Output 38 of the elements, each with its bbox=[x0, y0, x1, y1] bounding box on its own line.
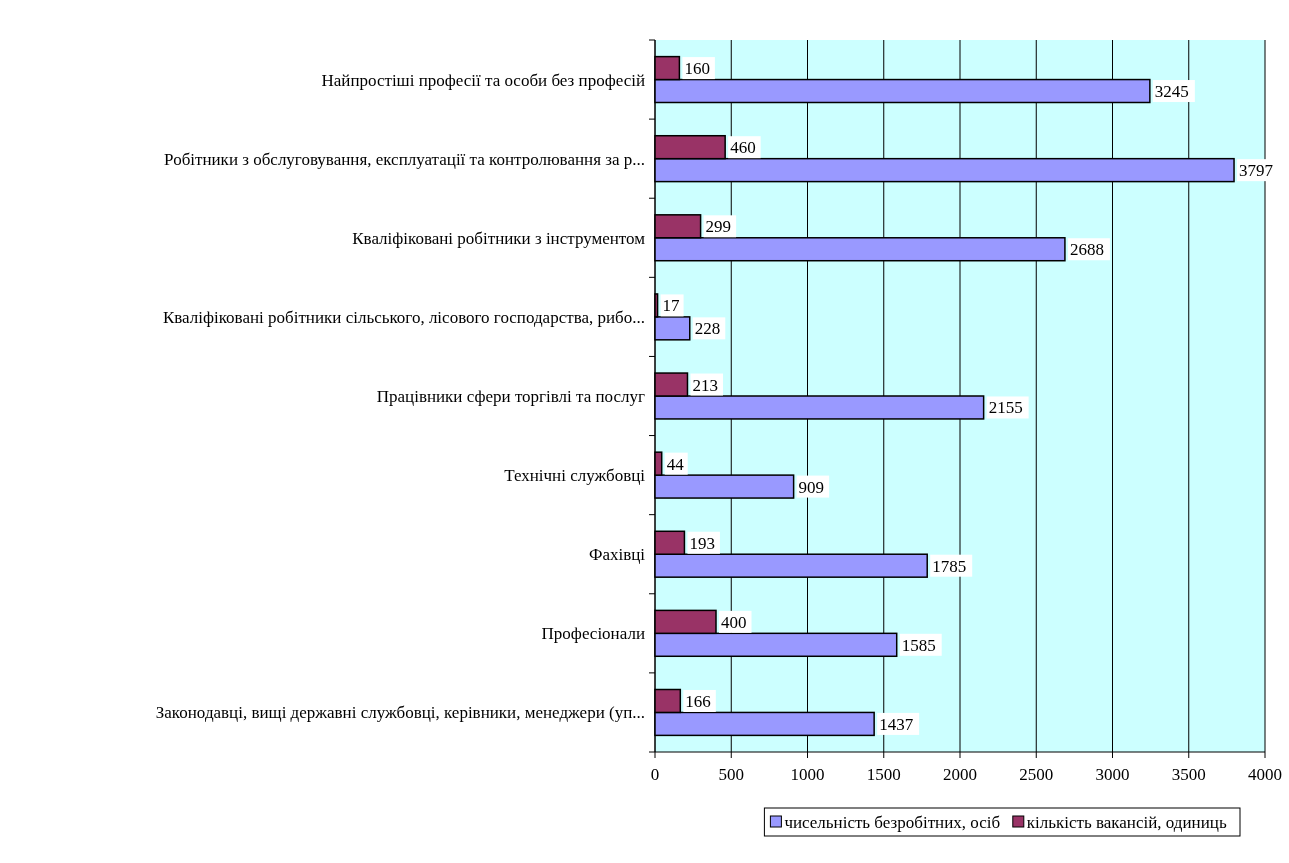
data-label: 166 bbox=[685, 691, 711, 711]
y-tick-label: Фахівці bbox=[588, 545, 646, 565]
x-tick-label: 3000 bbox=[1095, 765, 1130, 784]
y-tick-label: Кваліфіковані робітники з інструментом bbox=[352, 228, 646, 248]
data-label: 2155 bbox=[988, 398, 1023, 418]
x-tick-label: 500 bbox=[718, 765, 744, 784]
y-tick-label: Працівники сфери торгівлі та послуг bbox=[376, 387, 646, 406]
data-label: 228 bbox=[694, 319, 721, 339]
data-label: 3245 bbox=[1154, 82, 1189, 102]
data-label: 299 bbox=[705, 217, 732, 237]
data-label: 400 bbox=[721, 612, 747, 632]
data-label: 213 bbox=[692, 375, 718, 395]
data-label: 2688 bbox=[1069, 240, 1104, 260]
x-tick-label: 2000 bbox=[943, 765, 977, 784]
x-tick-label: 0 bbox=[650, 765, 660, 784]
data-label: 17 bbox=[662, 296, 681, 316]
y-tick-label: Робітники з обслуговування, експлуатації та контролювання за р... bbox=[164, 149, 645, 169]
x-tick-label: 2500 bbox=[1019, 765, 1054, 784]
data-label: 460 bbox=[730, 138, 756, 158]
data-label: 3797 bbox=[1239, 161, 1274, 181]
y-tick-label: Кваліфіковані робітники сільського, лісового господарства, рибо... bbox=[162, 307, 645, 327]
data-label: 909 bbox=[798, 477, 825, 497]
y-tick-label: Технічні службовці bbox=[504, 466, 646, 486]
x-tick-label: 1000 bbox=[790, 765, 825, 784]
y-tick-label: Найпростіші професії та особи без професій bbox=[321, 70, 645, 90]
data-label: 44 bbox=[666, 454, 685, 474]
data-label: 1585 bbox=[901, 635, 936, 655]
data-label: 1437 bbox=[879, 714, 914, 734]
legend-label: кількість вакансій, одиниць bbox=[1026, 813, 1227, 832]
y-tick-label: Законодавці, вищі державні службовці, керівники, менеджери (уп... bbox=[155, 703, 645, 723]
legend-label: чисельність безробітних, осіб bbox=[784, 813, 1001, 832]
x-tick-label: 3500 bbox=[1171, 765, 1206, 784]
data-label: 193 bbox=[689, 533, 715, 553]
data-label: 160 bbox=[684, 59, 710, 79]
data-label: 1785 bbox=[932, 556, 967, 576]
y-tick-label: Професіонали bbox=[541, 624, 645, 644]
x-tick-label: 1500 bbox=[866, 765, 901, 784]
x-tick-label: 4000 bbox=[1248, 765, 1282, 784]
